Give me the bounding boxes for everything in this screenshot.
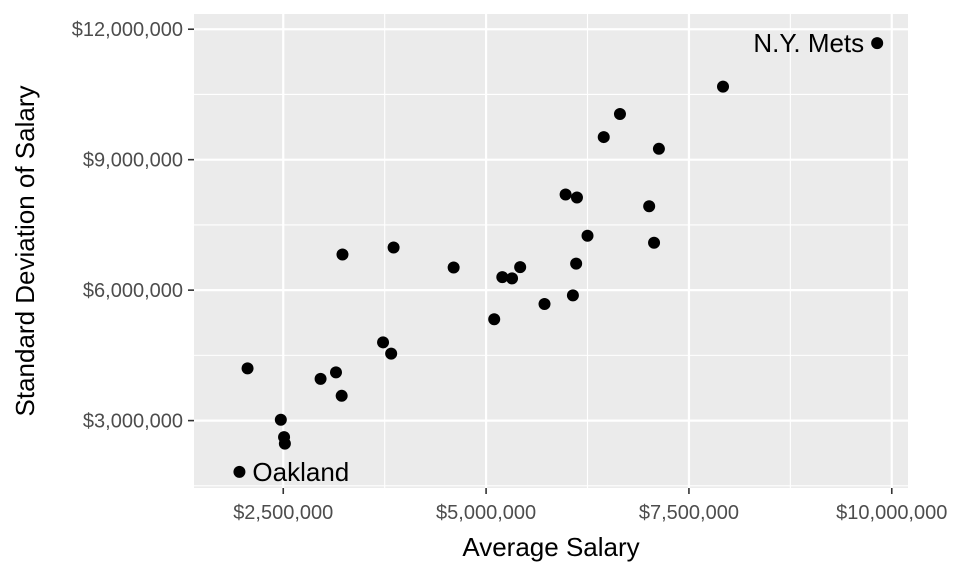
data-point bbox=[559, 188, 572, 201]
x-axis: $2,500,000 $5,000,000 $7,500,000 $10,000,00… bbox=[233, 488, 947, 524]
data-point bbox=[613, 108, 626, 121]
point-label: N.Y. Mets bbox=[753, 28, 864, 58]
data-point bbox=[506, 272, 519, 285]
data-point bbox=[329, 366, 342, 379]
data-point bbox=[233, 465, 246, 478]
data-point bbox=[652, 142, 665, 155]
data-point bbox=[717, 80, 730, 93]
data-point bbox=[241, 362, 254, 375]
data-point bbox=[385, 347, 398, 360]
data-point bbox=[871, 37, 884, 50]
data-points bbox=[233, 37, 884, 478]
data-point bbox=[336, 248, 349, 261]
y-axis-title: Standard Deviation of Salary bbox=[10, 86, 40, 417]
point-labels: N.Y. Mets Oakland bbox=[252, 28, 864, 487]
point-label: Oakland bbox=[252, 457, 349, 487]
data-point bbox=[447, 261, 460, 274]
data-point bbox=[648, 236, 661, 249]
data-point bbox=[514, 261, 527, 274]
data-point bbox=[387, 241, 400, 254]
data-point bbox=[643, 200, 656, 213]
y-tick-label: $9,000,000 bbox=[83, 150, 183, 172]
y-tick-label: $12,000,000 bbox=[72, 19, 183, 41]
x-tick-label: $2,500,000 bbox=[233, 502, 333, 524]
data-point bbox=[570, 257, 583, 270]
data-point bbox=[335, 389, 348, 402]
major-gridlines bbox=[194, 14, 908, 488]
data-point bbox=[496, 271, 509, 284]
data-point bbox=[570, 191, 583, 204]
panel-background bbox=[194, 14, 908, 488]
data-point bbox=[581, 229, 594, 242]
y-tick-label: $6,000,000 bbox=[83, 280, 183, 302]
x-axis-title: Average Salary bbox=[462, 532, 639, 562]
data-point bbox=[314, 372, 327, 385]
y-axis: $3,000,000 $6,000,000 $9,000,000 $12,000,00… bbox=[72, 19, 194, 433]
data-point bbox=[488, 313, 501, 326]
data-point bbox=[597, 131, 610, 144]
x-tick-label: $5,000,000 bbox=[436, 502, 536, 524]
data-point bbox=[274, 413, 287, 426]
minor-gridlines bbox=[194, 14, 908, 488]
data-point bbox=[377, 336, 390, 349]
x-tick-label: $10,000,000 bbox=[836, 502, 947, 524]
x-tick-label: $7,500,000 bbox=[639, 502, 739, 524]
data-point bbox=[566, 289, 579, 302]
data-point bbox=[538, 298, 551, 311]
data-point bbox=[278, 437, 291, 450]
y-tick-label: $3,000,000 bbox=[83, 411, 183, 433]
